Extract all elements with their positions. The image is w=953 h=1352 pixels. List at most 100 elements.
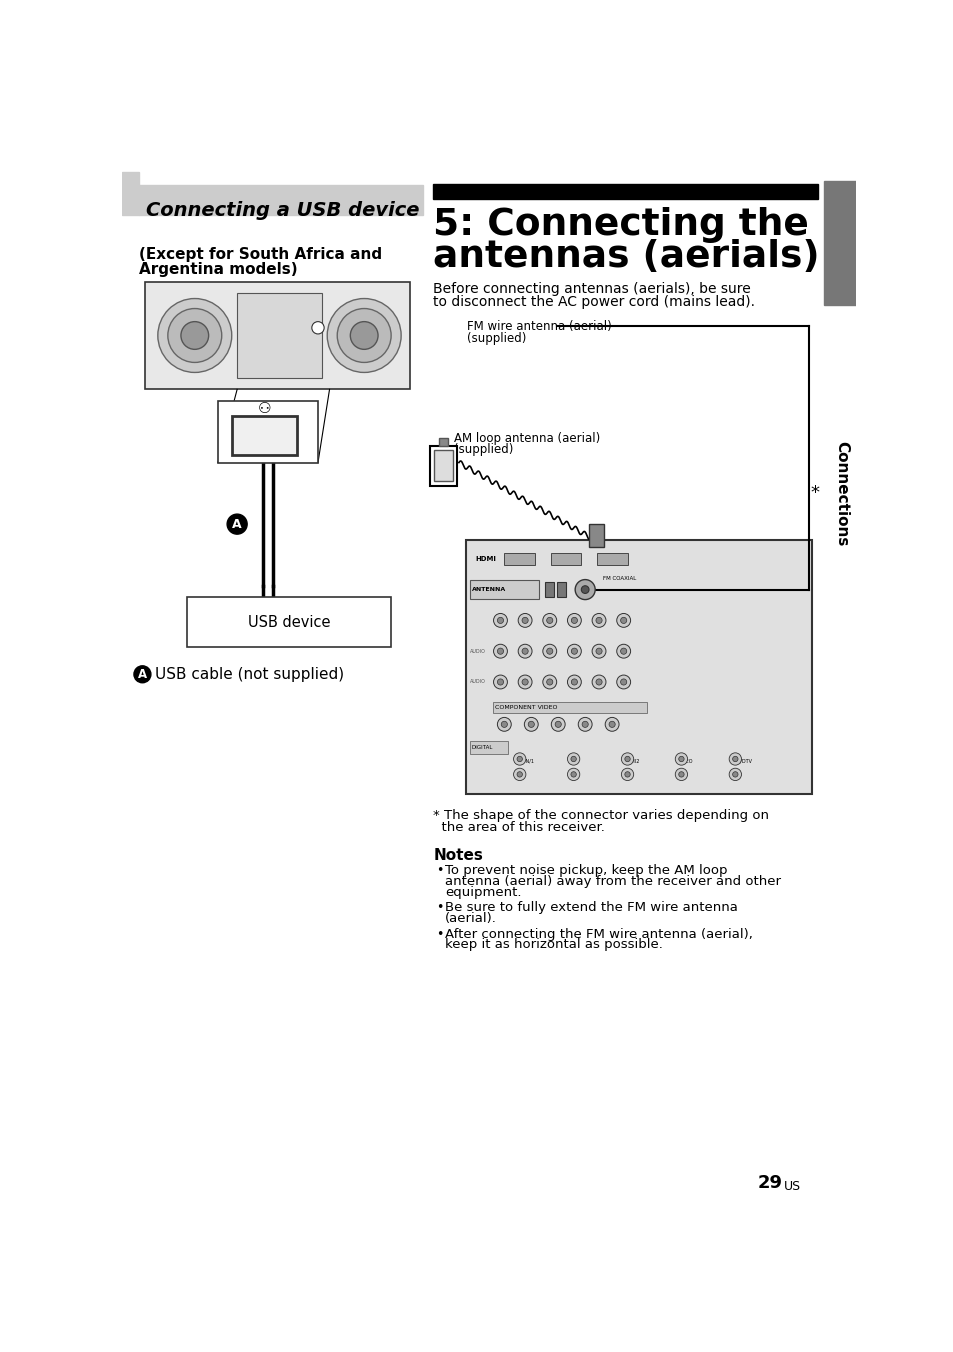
Circle shape [517,645,532,658]
Circle shape [624,756,630,761]
Text: AM loop antenna (aerial): AM loop antenna (aerial) [454,431,599,445]
Text: ⚇: ⚇ [257,402,271,416]
Text: A: A [138,668,147,681]
Circle shape [157,299,232,372]
Circle shape [517,756,522,761]
Bar [465,539,811,794]
Bar [429,446,456,485]
Circle shape [620,753,633,765]
Bar [232,416,297,454]
Text: •: • [436,927,443,941]
Circle shape [521,618,528,623]
Text: USB cable (not supplied): USB cable (not supplied) [154,667,343,681]
Circle shape [513,753,525,765]
Circle shape [493,614,507,627]
Text: USB device: USB device [248,615,330,630]
Circle shape [327,299,400,372]
Circle shape [493,675,507,690]
Bar [823,181,856,304]
Text: FM COAXIAL: FM COAXIAL [602,576,636,580]
Circle shape [312,322,324,334]
Circle shape [336,308,391,362]
Circle shape [678,756,683,761]
Circle shape [542,614,557,627]
Bar [469,580,538,599]
Text: SAT/DTV: SAT/DTV [731,758,752,764]
Circle shape [620,648,626,654]
Circle shape [570,772,576,777]
Circle shape [546,648,552,654]
Text: A: A [233,518,242,530]
Text: (aerial).: (aerial). [444,913,497,925]
Circle shape [521,679,528,685]
Text: equipment.: equipment. [444,886,521,899]
Circle shape [728,753,740,765]
Circle shape [616,645,630,658]
Circle shape [546,618,552,623]
Circle shape [604,718,618,731]
Circle shape [596,679,601,685]
Circle shape [732,756,738,761]
Circle shape [350,322,377,349]
Text: AV IN/1: AV IN/1 [516,758,534,764]
Text: AUDIO: AUDIO [469,680,485,684]
Circle shape [497,618,503,623]
Circle shape [620,618,626,623]
Text: antenna (aerial) away from the receiver and other: antenna (aerial) away from the receiver … [444,875,781,888]
Circle shape [181,322,209,349]
Circle shape [620,768,633,780]
Text: (supplied): (supplied) [466,331,525,345]
Circle shape [616,675,630,690]
Text: VIDEO: VIDEO [677,758,692,764]
Text: Connecting a USB device: Connecting a USB device [146,200,419,220]
Circle shape [567,675,580,690]
Text: antennas (aerials): antennas (aerials) [433,239,820,276]
Circle shape [592,675,605,690]
Circle shape [524,718,537,731]
Bar [138,185,423,215]
Circle shape [542,645,557,658]
Text: to disconnect the AC power cord (mains lead).: to disconnect the AC power cord (mains l… [433,296,755,310]
Circle shape [570,756,576,761]
Circle shape [567,614,580,627]
Circle shape [571,618,577,623]
Text: HDMI2: HDMI2 [623,758,639,764]
Text: * The shape of the connector varies depending on: * The shape of the connector varies depe… [433,808,769,822]
Bar [550,553,580,565]
Bar [237,293,321,377]
Text: HDMI: HDMI [475,556,496,562]
Circle shape [542,675,557,690]
Text: 29: 29 [757,1175,781,1192]
Circle shape [571,648,577,654]
Circle shape [578,718,592,731]
Circle shape [675,768,687,780]
Text: •: • [436,902,443,914]
Circle shape [497,718,511,731]
Circle shape [616,614,630,627]
Text: After connecting the FM wire antenna (aerial),: After connecting the FM wire antenna (ae… [444,927,752,941]
Circle shape [551,718,564,731]
Circle shape [513,768,525,780]
Circle shape [732,772,738,777]
Circle shape [528,721,534,727]
Bar [504,553,535,565]
Bar [217,402,317,462]
Text: TV: TV [569,758,576,764]
Text: (Except for South Africa and: (Except for South Africa and [138,247,381,262]
Circle shape [620,679,626,685]
Circle shape [571,679,577,685]
Bar [121,172,138,215]
Text: •: • [436,864,443,877]
Circle shape [592,645,605,658]
Circle shape [596,648,601,654]
Circle shape [497,648,503,654]
Circle shape [678,772,683,777]
Bar [187,598,391,648]
Circle shape [168,308,221,362]
Bar [588,525,604,548]
Text: US: US [783,1179,801,1192]
Text: (supplied): (supplied) [454,443,513,456]
Circle shape [728,768,740,780]
Text: Before connecting antennas (aerials), be sure: Before connecting antennas (aerials), be… [433,281,750,296]
Circle shape [575,580,595,599]
